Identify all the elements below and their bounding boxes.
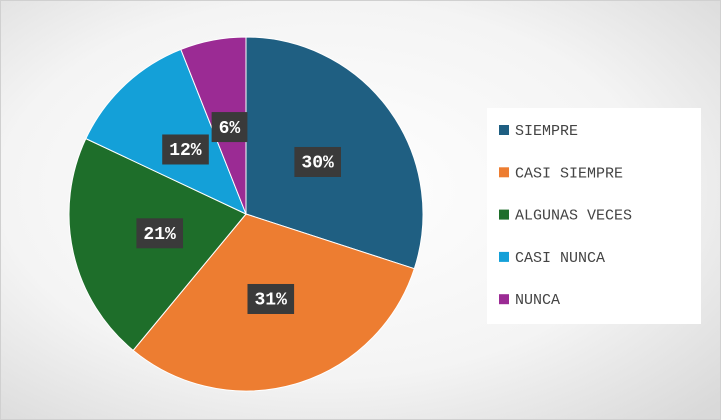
legend-swatch	[499, 167, 509, 178]
legend-swatch	[499, 294, 509, 305]
data-label-text: 6%	[219, 119, 241, 139]
legend: SIEMPRE CASI SIEMPRE ALGUNAS VECES CASI NUN…	[499, 123, 632, 309]
pie	[68, 36, 424, 392]
pie-slice	[85, 48, 247, 215]
data-label-box	[136, 218, 184, 249]
legend-label: NUNCA	[515, 292, 560, 309]
legend-swatch	[499, 209, 509, 220]
data-label: 21%	[136, 218, 184, 249]
data-labels: 30% 31% 21% 12% 6%	[136, 112, 341, 314]
legend-box	[487, 108, 701, 324]
legend-label: CASI SIEMPRE	[515, 165, 623, 182]
data-label-text: 31%	[254, 291, 287, 311]
data-label: 31%	[247, 283, 295, 314]
data-label-box	[294, 146, 341, 177]
legend-label: ALGUNAS VECES	[515, 208, 632, 225]
data-label-box	[247, 283, 295, 314]
data-label: 6%	[211, 112, 248, 143]
legend-swatch	[499, 251, 509, 262]
data-label-text: 21%	[143, 225, 176, 245]
data-label: 12%	[162, 134, 209, 165]
data-label-text: 30%	[301, 154, 334, 174]
data-label-box	[162, 134, 209, 165]
legend-swatch	[499, 125, 509, 135]
legend-label: SIEMPRE	[515, 123, 578, 140]
data-label-box	[211, 112, 248, 143]
data-label: 30%	[294, 146, 341, 177]
legend-label: CASI NUNCA	[515, 250, 605, 267]
data-label-text: 12%	[169, 141, 202, 161]
